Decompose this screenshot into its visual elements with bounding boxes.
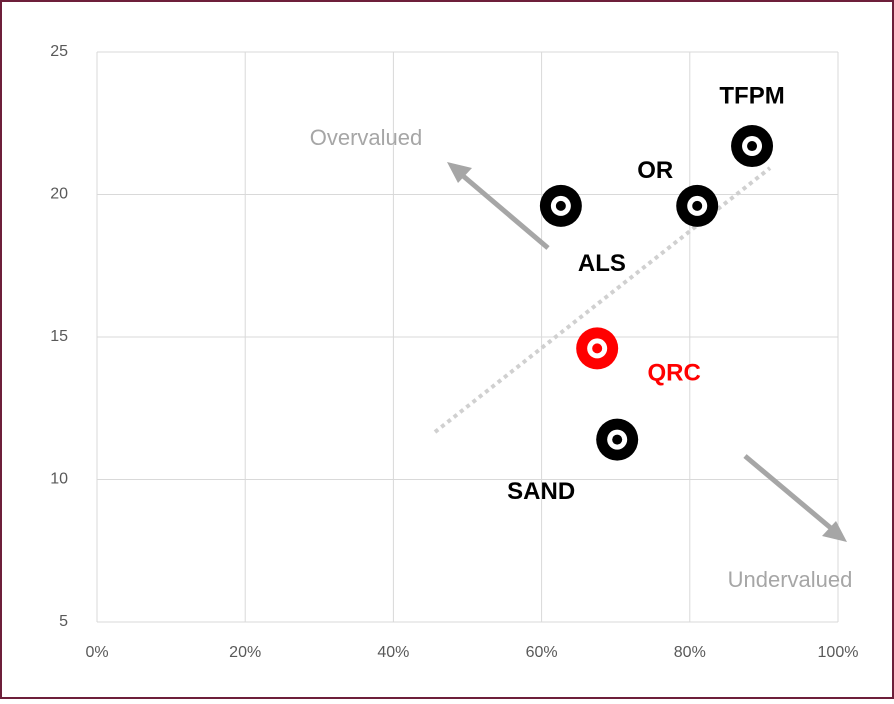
point-label: TFPM [719, 82, 784, 109]
point [596, 418, 639, 461]
point [731, 125, 774, 168]
point-label: OR [637, 157, 673, 184]
x-tick-label: 40% [377, 644, 409, 661]
annotation: Overvalued [310, 125, 423, 150]
point-label: QRC [648, 360, 701, 387]
marker-dot [555, 200, 566, 211]
x-tick-label: 60% [526, 644, 558, 661]
x-tick-label: 100% [818, 644, 859, 661]
marker-dot [692, 200, 703, 211]
undervalued-arrow [743, 454, 847, 542]
x-tick-label: 80% [674, 644, 706, 661]
point-label: ALS [578, 250, 626, 277]
marker-dot [612, 434, 623, 445]
grid [96, 51, 839, 623]
marker-dot [747, 141, 758, 152]
overvalued-arrow [447, 162, 550, 250]
marker-dot [592, 343, 603, 354]
annotation: Undervalued [728, 567, 853, 592]
y-tick-label: 10 [50, 471, 68, 488]
x-tick-label: 0% [85, 644, 108, 661]
point [676, 184, 719, 227]
y-tick-label: 20 [50, 186, 68, 203]
y-tick-label: 15 [50, 328, 68, 345]
point [539, 184, 582, 227]
y-tick-label: 5 [59, 613, 68, 630]
point [576, 327, 619, 370]
y-tick-label: 25 [50, 43, 68, 60]
x-tick-label: 20% [229, 644, 261, 661]
point-label: SAND [507, 478, 575, 505]
